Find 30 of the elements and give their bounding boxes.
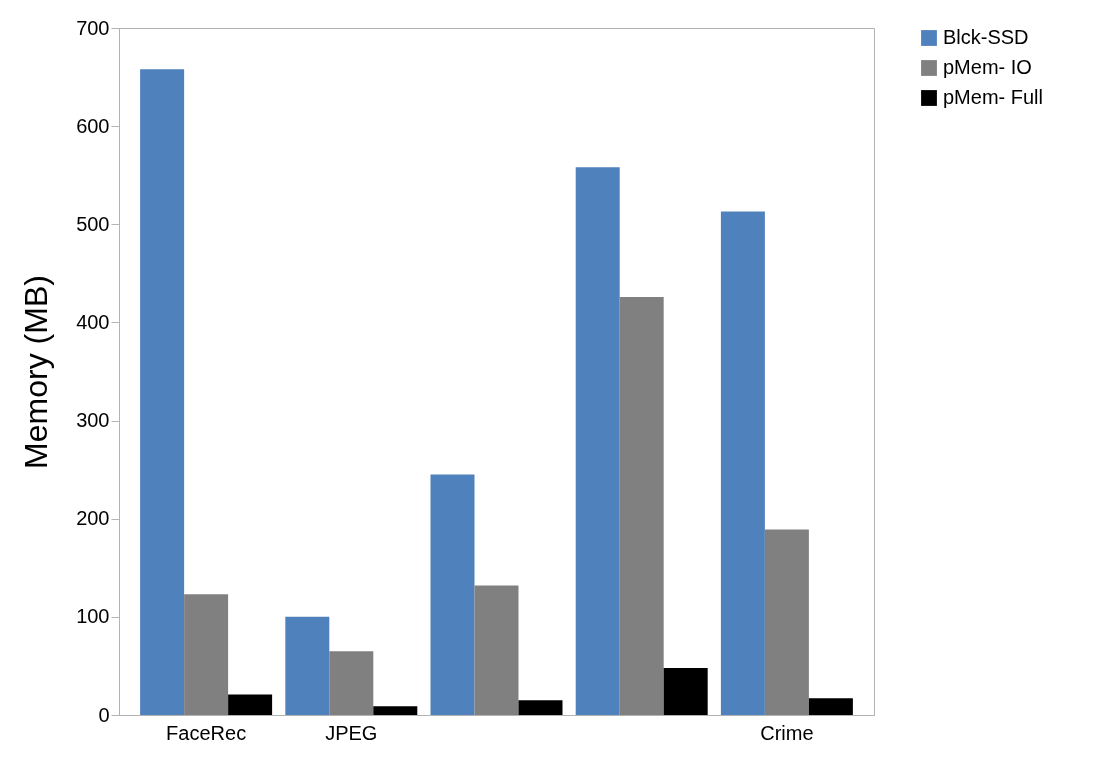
y-tick-label: 700 <box>76 16 110 39</box>
y-tick-label: 300 <box>76 409 110 432</box>
bar <box>285 616 330 715</box>
bar <box>518 700 563 715</box>
x-tick-label: FaceRec <box>166 721 247 744</box>
legend-label: pMem- IO <box>943 56 1032 78</box>
bar <box>720 211 765 715</box>
x-tick-label: JPEG <box>325 721 378 744</box>
bar <box>228 694 273 715</box>
bar <box>663 667 708 715</box>
bar <box>808 698 853 715</box>
bar <box>575 167 620 715</box>
x-tick-label: Crime <box>760 721 814 744</box>
y-axis-title: Memory (MB) <box>18 275 55 469</box>
bar <box>764 529 809 715</box>
bar <box>184 594 229 715</box>
y-tick-label: 100 <box>76 605 110 628</box>
bar <box>474 585 519 715</box>
y-tick-label: 600 <box>76 114 110 137</box>
y-tick-label: 0 <box>98 703 110 726</box>
y-tick-label: 500 <box>76 212 110 235</box>
bar <box>373 706 418 715</box>
bar <box>619 296 664 715</box>
bar <box>430 474 475 715</box>
legend-label: pMem- Full <box>943 86 1044 108</box>
y-tick-label: 200 <box>76 507 110 530</box>
bar <box>329 651 374 715</box>
legend-label: Blck-SSD <box>943 26 1029 48</box>
bar <box>140 69 185 715</box>
y-tick-label: 400 <box>76 310 110 333</box>
